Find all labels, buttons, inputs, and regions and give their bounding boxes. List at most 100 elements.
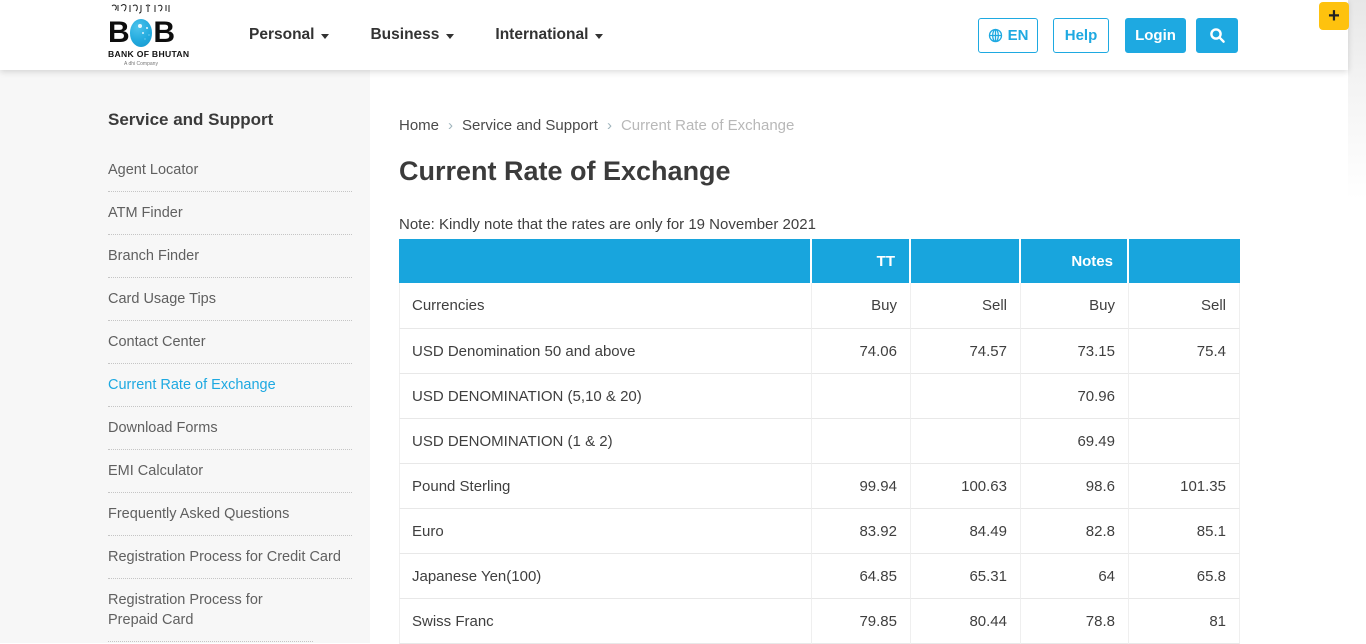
help-label: Help — [1064, 27, 1098, 44]
currency-cell: Japanese Yen(100) — [399, 554, 812, 599]
tt-buy-cell — [812, 374, 911, 419]
table-row: Pound Sterling 99.94 100.63 98.6 101.35 — [399, 464, 1240, 509]
help-button[interactable]: Help — [1053, 18, 1109, 53]
tt-sell-cell: 65.31 — [911, 554, 1021, 599]
top-navbar: B B BANK OF BHUTAN A dhi Company Persona… — [0, 0, 1348, 70]
notes-buy-cell: 73.15 — [1021, 329, 1129, 374]
search-icon — [1209, 28, 1225, 43]
dzongkha-script-text — [111, 4, 170, 14]
logo-letter-b: B — [108, 15, 130, 49]
breadcrumb-home[interactable]: Home — [399, 117, 440, 134]
sidebar-item-branch-finder[interactable]: Branch Finder — [108, 235, 352, 278]
tt-sell-cell: 84.49 — [911, 509, 1021, 554]
currency-cell: USD Denomination 50 and above — [399, 329, 812, 374]
notes-sell-cell: 85.1 — [1129, 509, 1240, 554]
nav-item-business[interactable]: Business — [370, 26, 455, 44]
col-header-tt-sell: Sell — [911, 283, 1021, 329]
nav-item-international[interactable]: International — [495, 26, 604, 44]
notes-sell-cell: 75.4 — [1129, 329, 1240, 374]
table-group-header-row: TT Notes — [399, 239, 1240, 283]
globe-icon — [988, 28, 1002, 43]
language-button[interactable]: EN — [978, 18, 1038, 53]
currency-cell: Euro — [399, 509, 812, 554]
table-row: USD DENOMINATION (5,10 & 20) 70.96 — [399, 374, 1240, 419]
rates-note: Note: Kindly note that the rates are onl… — [399, 216, 816, 233]
tt-buy-cell: 79.85 — [812, 599, 911, 644]
breadcrumb-service-and-support[interactable]: Service and Support — [462, 117, 598, 134]
chevron-down-icon — [321, 33, 330, 39]
sidebar-item-faq[interactable]: Frequently Asked Questions — [108, 493, 352, 536]
logo-tagline: A dhi Company — [124, 61, 158, 67]
table-row: Swiss Franc 79.85 80.44 78.8 81 — [399, 599, 1240, 644]
tt-buy-cell: 64.85 — [812, 554, 911, 599]
login-button[interactable]: Login — [1125, 18, 1186, 53]
group-header-empty — [399, 239, 812, 283]
chevron-right-icon: › — [606, 117, 612, 134]
page-title: Current Rate of Exchange — [399, 156, 731, 186]
notes-sell-cell: 65.8 — [1129, 554, 1240, 599]
tt-buy-cell: 83.92 — [812, 509, 911, 554]
logo-letter-b: B — [153, 15, 175, 49]
search-button[interactable] — [1196, 18, 1238, 53]
sidebar-title: Service and Support — [108, 110, 274, 129]
tt-sell-cell — [911, 419, 1021, 464]
notes-buy-cell: 98.6 — [1021, 464, 1129, 509]
chevron-right-icon: › — [448, 117, 454, 134]
currency-cell: Swiss Franc — [399, 599, 812, 644]
notes-buy-cell: 64 — [1021, 554, 1129, 599]
accessibility-plus-button[interactable]: + — [1319, 2, 1349, 30]
currency-cell: USD DENOMINATION (1 & 2) — [399, 419, 812, 464]
sidebar-item-registration-credit-card[interactable]: Registration Process for Credit Card — [108, 536, 352, 579]
breadcrumb: Home › Service and Support › Current Rat… — [399, 117, 1348, 134]
tt-sell-cell: 74.57 — [911, 329, 1021, 374]
sidebar-item-atm-finder[interactable]: ATM Finder — [108, 192, 352, 235]
chevron-down-icon — [595, 33, 604, 39]
bank-logo[interactable]: B B BANK OF BHUTAN A dhi Company — [108, 3, 190, 67]
main-content: Home › Service and Support › Current Rat… — [370, 70, 1348, 644]
table-column-header-row: Currencies Buy Sell Buy Sell — [399, 283, 1240, 329]
col-header-notes-sell: Sell — [1129, 283, 1240, 329]
notes-buy-cell: 82.8 — [1021, 509, 1129, 554]
sidebar: Service and Support Agent Locator ATM Fi… — [0, 70, 370, 643]
sidebar-item-card-usage-tips[interactable]: Card Usage Tips — [108, 278, 352, 321]
group-header-empty — [1129, 239, 1240, 283]
group-header-tt: TT — [812, 239, 911, 283]
plus-icon: + — [1328, 4, 1340, 27]
bob-wordmark: B B — [108, 15, 175, 49]
table-row: USD Denomination 50 and above 74.06 74.5… — [399, 329, 1240, 374]
col-header-currencies: Currencies — [399, 283, 812, 329]
breadcrumb-current-page: Current Rate of Exchange — [620, 117, 795, 134]
bank-name-text: BANK OF BHUTAN — [108, 49, 190, 59]
sidebar-item-download-forms[interactable]: Download Forms — [108, 407, 352, 450]
notes-sell-cell — [1129, 374, 1240, 419]
exchange-rates-table: TT Notes Currencies Buy Sell Buy Sell US… — [399, 239, 1240, 644]
notes-sell-cell: 81 — [1129, 599, 1240, 644]
logo-blue-globe-icon — [129, 18, 153, 47]
table-row: USD DENOMINATION (1 & 2) 69.49 — [399, 419, 1240, 464]
notes-buy-cell: 70.96 — [1021, 374, 1129, 419]
sidebar-item-current-rate-of-exchange[interactable]: Current Rate of Exchange — [108, 364, 352, 407]
main-nav: Personal Business International — [249, 0, 644, 70]
notes-sell-cell: 101.35 — [1129, 464, 1240, 509]
notes-buy-cell: 78.8 — [1021, 599, 1129, 644]
currency-cell: Pound Sterling — [399, 464, 812, 509]
col-header-tt-buy: Buy — [812, 283, 911, 329]
tt-sell-cell: 100.63 — [911, 464, 1021, 509]
language-label: EN — [1007, 27, 1029, 44]
chevron-down-icon — [446, 33, 455, 39]
sidebar-item-contact-center[interactable]: Contact Center — [108, 321, 352, 364]
tt-buy-cell — [812, 419, 911, 464]
sidebar-item-registration-prepaid-card[interactable]: Registration Process for Prepaid Card — [108, 579, 313, 642]
nav-label: Personal — [249, 26, 315, 43]
nav-item-personal[interactable]: Personal — [249, 26, 330, 44]
sidebar-item-agent-locator[interactable]: Agent Locator — [108, 149, 352, 192]
notes-sell-cell — [1129, 419, 1240, 464]
tt-sell-cell: 80.44 — [911, 599, 1021, 644]
tt-buy-cell: 74.06 — [812, 329, 911, 374]
col-header-notes-buy: Buy — [1021, 283, 1129, 329]
navbar-actions: EN Help Login — [978, 18, 1238, 53]
tt-sell-cell — [911, 374, 1021, 419]
sidebar-item-emi-calculator[interactable]: EMI Calculator — [108, 450, 352, 493]
tt-buy-cell: 99.94 — [812, 464, 911, 509]
table-row: Japanese Yen(100) 64.85 65.31 64 65.8 — [399, 554, 1240, 599]
